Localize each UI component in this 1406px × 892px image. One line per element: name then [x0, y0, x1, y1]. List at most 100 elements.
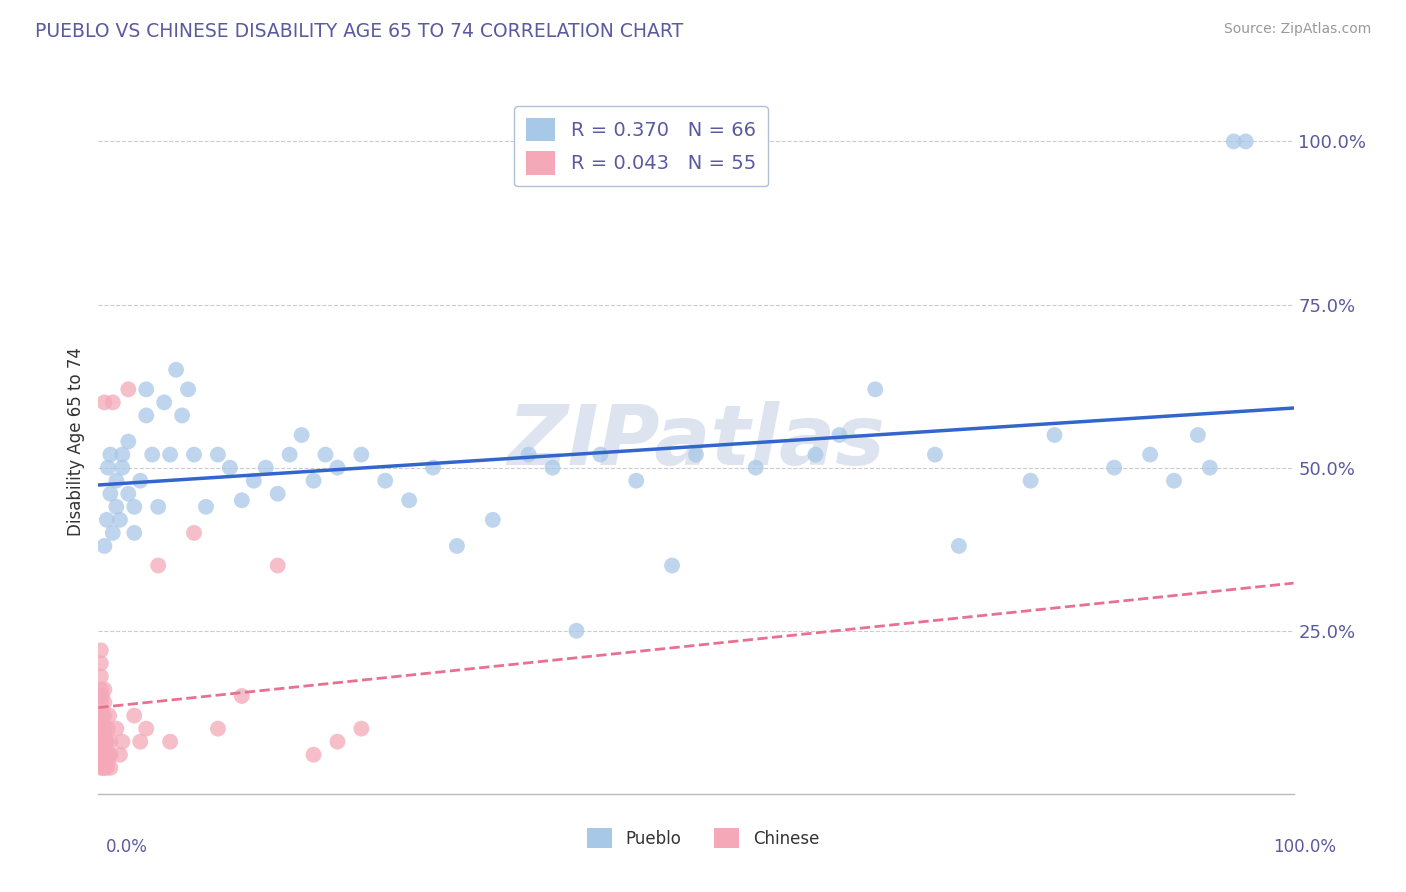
Point [195, 500, 218, 514]
Point [398, 493, 420, 508]
Point [326, 734, 349, 748]
Point [177, 382, 200, 396]
Point [93, 722, 115, 736]
Point [98, 747, 122, 762]
Point [101, 525, 124, 540]
Point [96, 734, 118, 748]
Point [105, 474, 128, 488]
Point [91, 747, 114, 762]
Point [96, 513, 118, 527]
Point [1234, 135, 1257, 149]
Point [1139, 448, 1161, 462]
Point [159, 448, 181, 462]
Point [804, 448, 827, 462]
Point [1199, 460, 1222, 475]
Point [183, 525, 205, 540]
Point [172, 409, 194, 423]
Y-axis label: Disability Age 65 to 74: Disability Age 65 to 74 [66, 347, 84, 536]
Point [108, 513, 131, 527]
Text: 0.0%: 0.0% [105, 838, 148, 855]
Point [93, 696, 115, 710]
Point [98, 761, 122, 775]
Text: 100.0%: 100.0% [1272, 838, 1336, 855]
Point [90, 761, 112, 775]
Point [98, 708, 121, 723]
Point [315, 448, 337, 462]
Point [254, 460, 277, 475]
Point [90, 734, 112, 748]
Point [93, 747, 115, 762]
Point [278, 448, 301, 462]
Point [481, 513, 505, 527]
Point [541, 460, 564, 475]
Point [135, 722, 157, 736]
Point [93, 761, 115, 775]
Point [565, 624, 588, 638]
Point [117, 382, 139, 396]
Point [117, 434, 139, 449]
Point [350, 448, 373, 462]
Point [90, 747, 112, 762]
Point [141, 448, 163, 462]
Point [93, 708, 115, 723]
Point [93, 395, 115, 409]
Point [105, 722, 128, 736]
Text: Source: ZipAtlas.com: Source: ZipAtlas.com [1223, 22, 1371, 37]
Point [219, 460, 242, 475]
Point [91, 734, 114, 748]
Point [101, 395, 124, 409]
Point [661, 558, 683, 573]
Point [111, 448, 134, 462]
Point [865, 382, 887, 396]
Point [153, 395, 176, 409]
Point [135, 382, 157, 396]
Point [745, 460, 768, 475]
Point [93, 682, 115, 697]
Point [97, 754, 120, 768]
Point [98, 487, 122, 501]
Point [117, 487, 139, 501]
Point [243, 474, 266, 488]
Point [685, 448, 707, 462]
Point [124, 500, 146, 514]
Point [1163, 474, 1185, 488]
Point [91, 734, 114, 748]
Point [159, 734, 181, 748]
Point [1104, 460, 1126, 475]
Text: PUEBLO VS CHINESE DISABILITY AGE 65 TO 74 CORRELATION CHART: PUEBLO VS CHINESE DISABILITY AGE 65 TO 7… [35, 22, 683, 41]
Point [446, 539, 468, 553]
Point [97, 722, 120, 736]
Point [90, 657, 112, 671]
Point [111, 460, 134, 475]
Point [148, 558, 170, 573]
Point [90, 722, 112, 736]
Point [517, 448, 540, 462]
Point [91, 722, 114, 736]
Point [302, 474, 325, 488]
Point [422, 460, 444, 475]
Point [93, 539, 115, 553]
Point [207, 448, 229, 462]
Point [165, 363, 187, 377]
Point [589, 448, 612, 462]
Point [326, 460, 349, 475]
Point [91, 708, 114, 723]
Point [350, 722, 373, 736]
Point [124, 525, 146, 540]
Point [124, 708, 146, 723]
Point [1187, 428, 1209, 442]
Point [105, 500, 128, 514]
Point [129, 734, 152, 748]
Point [98, 734, 122, 748]
Point [302, 747, 325, 762]
Point [98, 448, 122, 462]
Point [231, 493, 253, 508]
Point [111, 734, 134, 748]
Point [94, 754, 117, 768]
Legend: Pueblo, Chinese: Pueblo, Chinese [581, 822, 825, 855]
Point [94, 734, 117, 748]
Point [91, 754, 114, 768]
Point [1043, 428, 1066, 442]
Point [91, 689, 114, 703]
Point [129, 474, 152, 488]
